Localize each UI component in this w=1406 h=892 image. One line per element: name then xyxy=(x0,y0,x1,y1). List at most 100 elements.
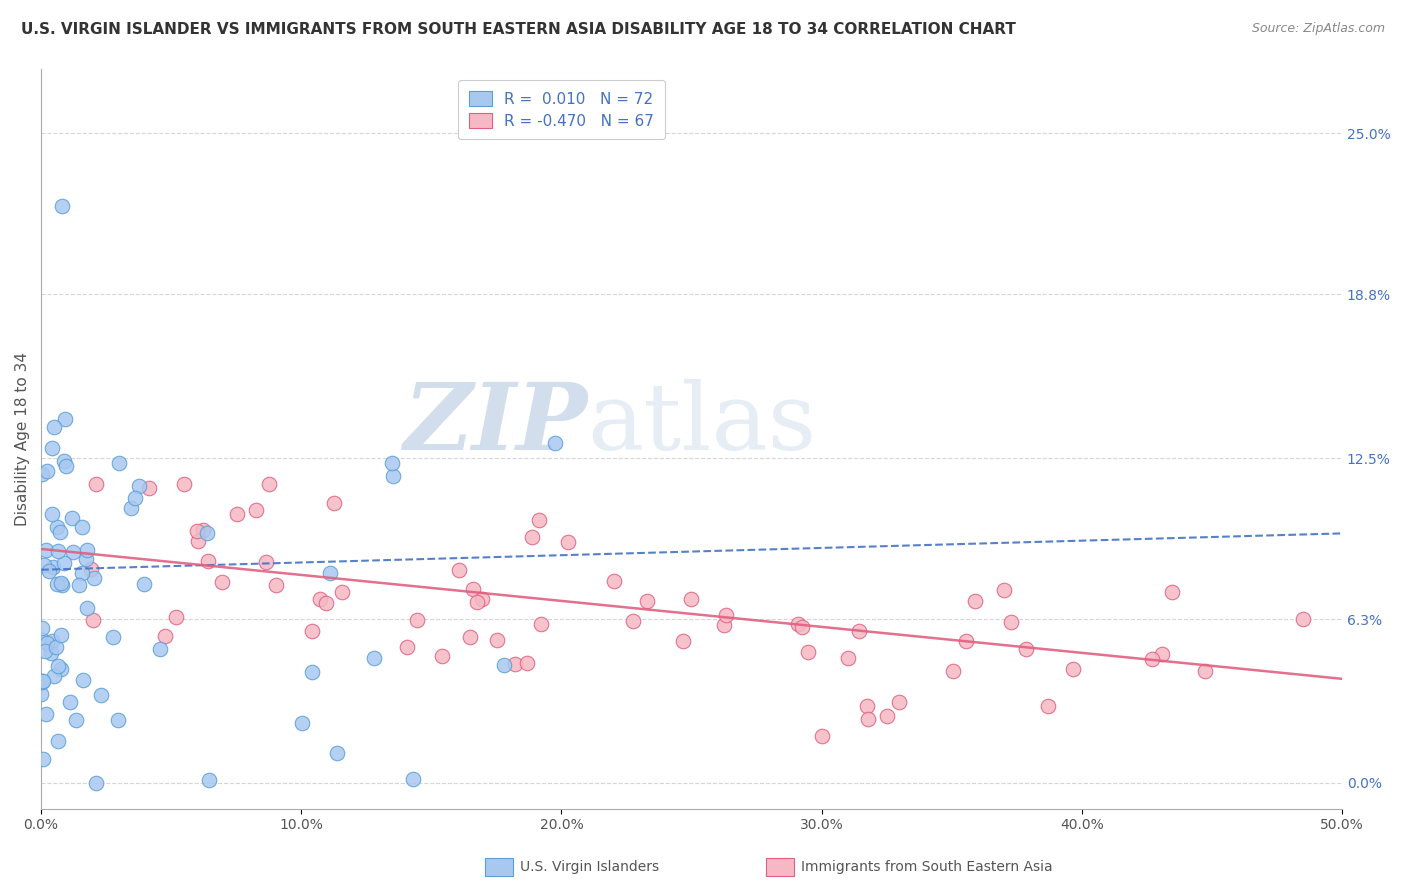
Point xyxy=(1000,615,1022,630)
Point xyxy=(35,543,58,558)
Point xyxy=(516,656,538,670)
Point xyxy=(492,658,515,673)
Point xyxy=(1161,585,1184,599)
Point xyxy=(128,478,150,492)
Point xyxy=(72,673,94,687)
Point xyxy=(31,621,53,635)
Point xyxy=(1062,662,1084,676)
Point xyxy=(124,491,146,506)
Point xyxy=(62,545,84,559)
Text: Immigrants from South Eastern Asia: Immigrants from South Eastern Asia xyxy=(801,860,1053,874)
Point xyxy=(326,746,349,760)
Point xyxy=(49,627,72,641)
Point xyxy=(330,585,353,599)
Point xyxy=(301,665,323,679)
Point xyxy=(520,530,543,544)
Point xyxy=(53,556,76,570)
Point xyxy=(45,640,67,655)
Point xyxy=(49,662,72,676)
Point xyxy=(291,716,314,731)
Point xyxy=(254,556,277,570)
Point xyxy=(31,467,53,482)
Point xyxy=(486,633,509,648)
Point xyxy=(31,752,53,766)
Point xyxy=(381,456,404,470)
Point xyxy=(787,617,810,632)
Point xyxy=(848,624,870,639)
Point xyxy=(31,675,53,690)
Point xyxy=(165,610,187,624)
Point xyxy=(264,577,287,591)
Point xyxy=(432,649,454,664)
Point xyxy=(527,513,550,527)
Point xyxy=(46,733,69,747)
Point xyxy=(211,575,233,590)
Point xyxy=(67,578,90,592)
Point xyxy=(1152,647,1174,661)
Point xyxy=(31,673,53,688)
Point xyxy=(837,650,859,665)
Point xyxy=(1194,664,1216,678)
Point xyxy=(41,634,63,648)
Point xyxy=(323,496,346,510)
Point xyxy=(679,591,702,606)
Point xyxy=(716,608,738,623)
Point xyxy=(402,772,425,786)
Point xyxy=(72,566,94,581)
Point xyxy=(30,687,52,701)
Point xyxy=(1036,698,1059,713)
Point xyxy=(153,629,176,643)
Point xyxy=(557,535,579,549)
Point xyxy=(530,616,553,631)
Point xyxy=(132,576,155,591)
Point xyxy=(186,524,208,539)
Point xyxy=(1015,642,1038,657)
Point xyxy=(84,477,107,491)
Point xyxy=(309,592,332,607)
Point xyxy=(449,563,471,577)
Point xyxy=(197,525,219,540)
Point xyxy=(461,582,484,596)
Point xyxy=(108,456,131,470)
Point xyxy=(603,574,626,589)
Point xyxy=(963,594,986,608)
Point xyxy=(621,614,644,628)
Point xyxy=(458,630,481,644)
Point xyxy=(42,669,65,683)
Point xyxy=(672,634,695,648)
Point xyxy=(1140,652,1163,666)
Point xyxy=(197,554,219,568)
Point xyxy=(49,525,72,540)
Point xyxy=(1292,612,1315,626)
Text: atlas: atlas xyxy=(588,379,817,469)
Point xyxy=(810,729,832,743)
Text: Source: ZipAtlas.com: Source: ZipAtlas.com xyxy=(1251,22,1385,36)
Point xyxy=(84,775,107,789)
Point xyxy=(42,420,65,434)
Point xyxy=(41,507,63,521)
Point xyxy=(406,613,429,627)
Point xyxy=(59,695,82,709)
Point xyxy=(46,577,69,591)
Point xyxy=(797,645,820,659)
Point xyxy=(90,688,112,702)
Point xyxy=(503,657,526,672)
Point xyxy=(107,714,129,728)
Point xyxy=(31,673,53,688)
Point xyxy=(41,441,63,455)
Point xyxy=(80,562,103,576)
Text: ZIP: ZIP xyxy=(404,379,588,469)
Point xyxy=(193,523,215,537)
Point xyxy=(41,560,63,574)
Point xyxy=(46,544,69,558)
Point xyxy=(76,601,98,615)
Point xyxy=(34,644,56,658)
Point xyxy=(257,477,280,491)
Point xyxy=(382,469,405,483)
Text: U.S. Virgin Islanders: U.S. Virgin Islanders xyxy=(520,860,659,874)
Point xyxy=(315,597,337,611)
Point xyxy=(72,520,94,534)
Point xyxy=(138,482,160,496)
Point xyxy=(187,533,209,548)
Text: U.S. VIRGIN ISLANDER VS IMMIGRANTS FROM SOUTH EASTERN ASIA DISABILITY AGE 18 TO : U.S. VIRGIN ISLANDER VS IMMIGRANTS FROM … xyxy=(21,22,1017,37)
